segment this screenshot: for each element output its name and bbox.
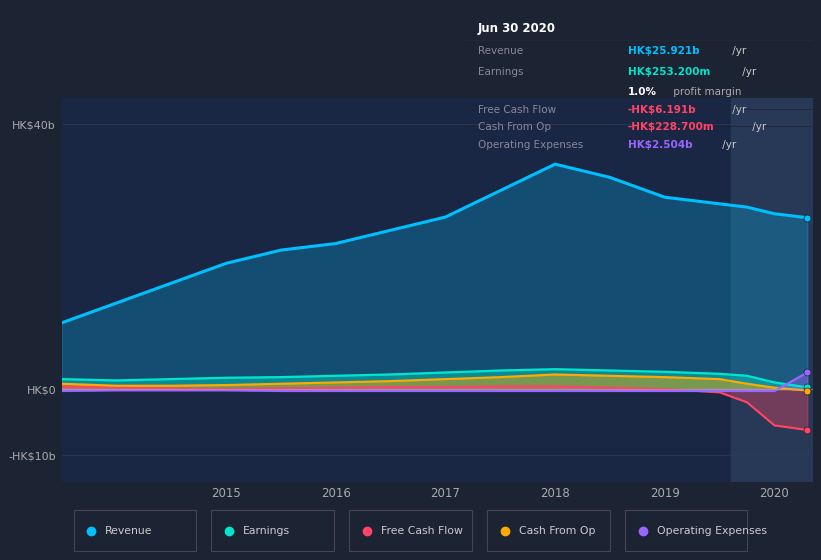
Text: Earnings: Earnings [478,67,523,77]
Text: HK$25.921b: HK$25.921b [628,46,699,57]
Text: HK$253.200m: HK$253.200m [628,67,710,77]
Text: Revenue: Revenue [478,46,523,57]
FancyBboxPatch shape [350,510,471,551]
Text: /yr: /yr [729,46,746,57]
Text: /yr: /yr [739,67,756,77]
Text: Cash From Op: Cash From Op [478,122,551,132]
Text: /yr: /yr [719,141,736,151]
Text: -HK$228.700m: -HK$228.700m [628,122,714,132]
Text: Free Cash Flow: Free Cash Flow [478,105,556,115]
FancyBboxPatch shape [626,510,747,551]
Text: Free Cash Flow: Free Cash Flow [381,526,463,535]
FancyBboxPatch shape [74,510,195,551]
Text: /yr: /yr [729,105,746,115]
Text: /yr: /yr [749,122,766,132]
Text: 1.0%: 1.0% [628,87,657,97]
Text: Operating Expenses: Operating Expenses [657,526,767,535]
Text: Jun 30 2020: Jun 30 2020 [478,22,556,35]
FancyBboxPatch shape [212,510,333,551]
Text: profit margin: profit margin [671,87,742,97]
Text: Cash From Op: Cash From Op [519,526,595,535]
Text: HK$2.504b: HK$2.504b [628,141,692,151]
Text: Operating Expenses: Operating Expenses [478,141,583,151]
FancyBboxPatch shape [488,510,609,551]
Text: Earnings: Earnings [243,526,290,535]
Text: Revenue: Revenue [105,526,153,535]
Bar [731,98,813,482]
Text: -HK$6.191b: -HK$6.191b [628,105,696,115]
